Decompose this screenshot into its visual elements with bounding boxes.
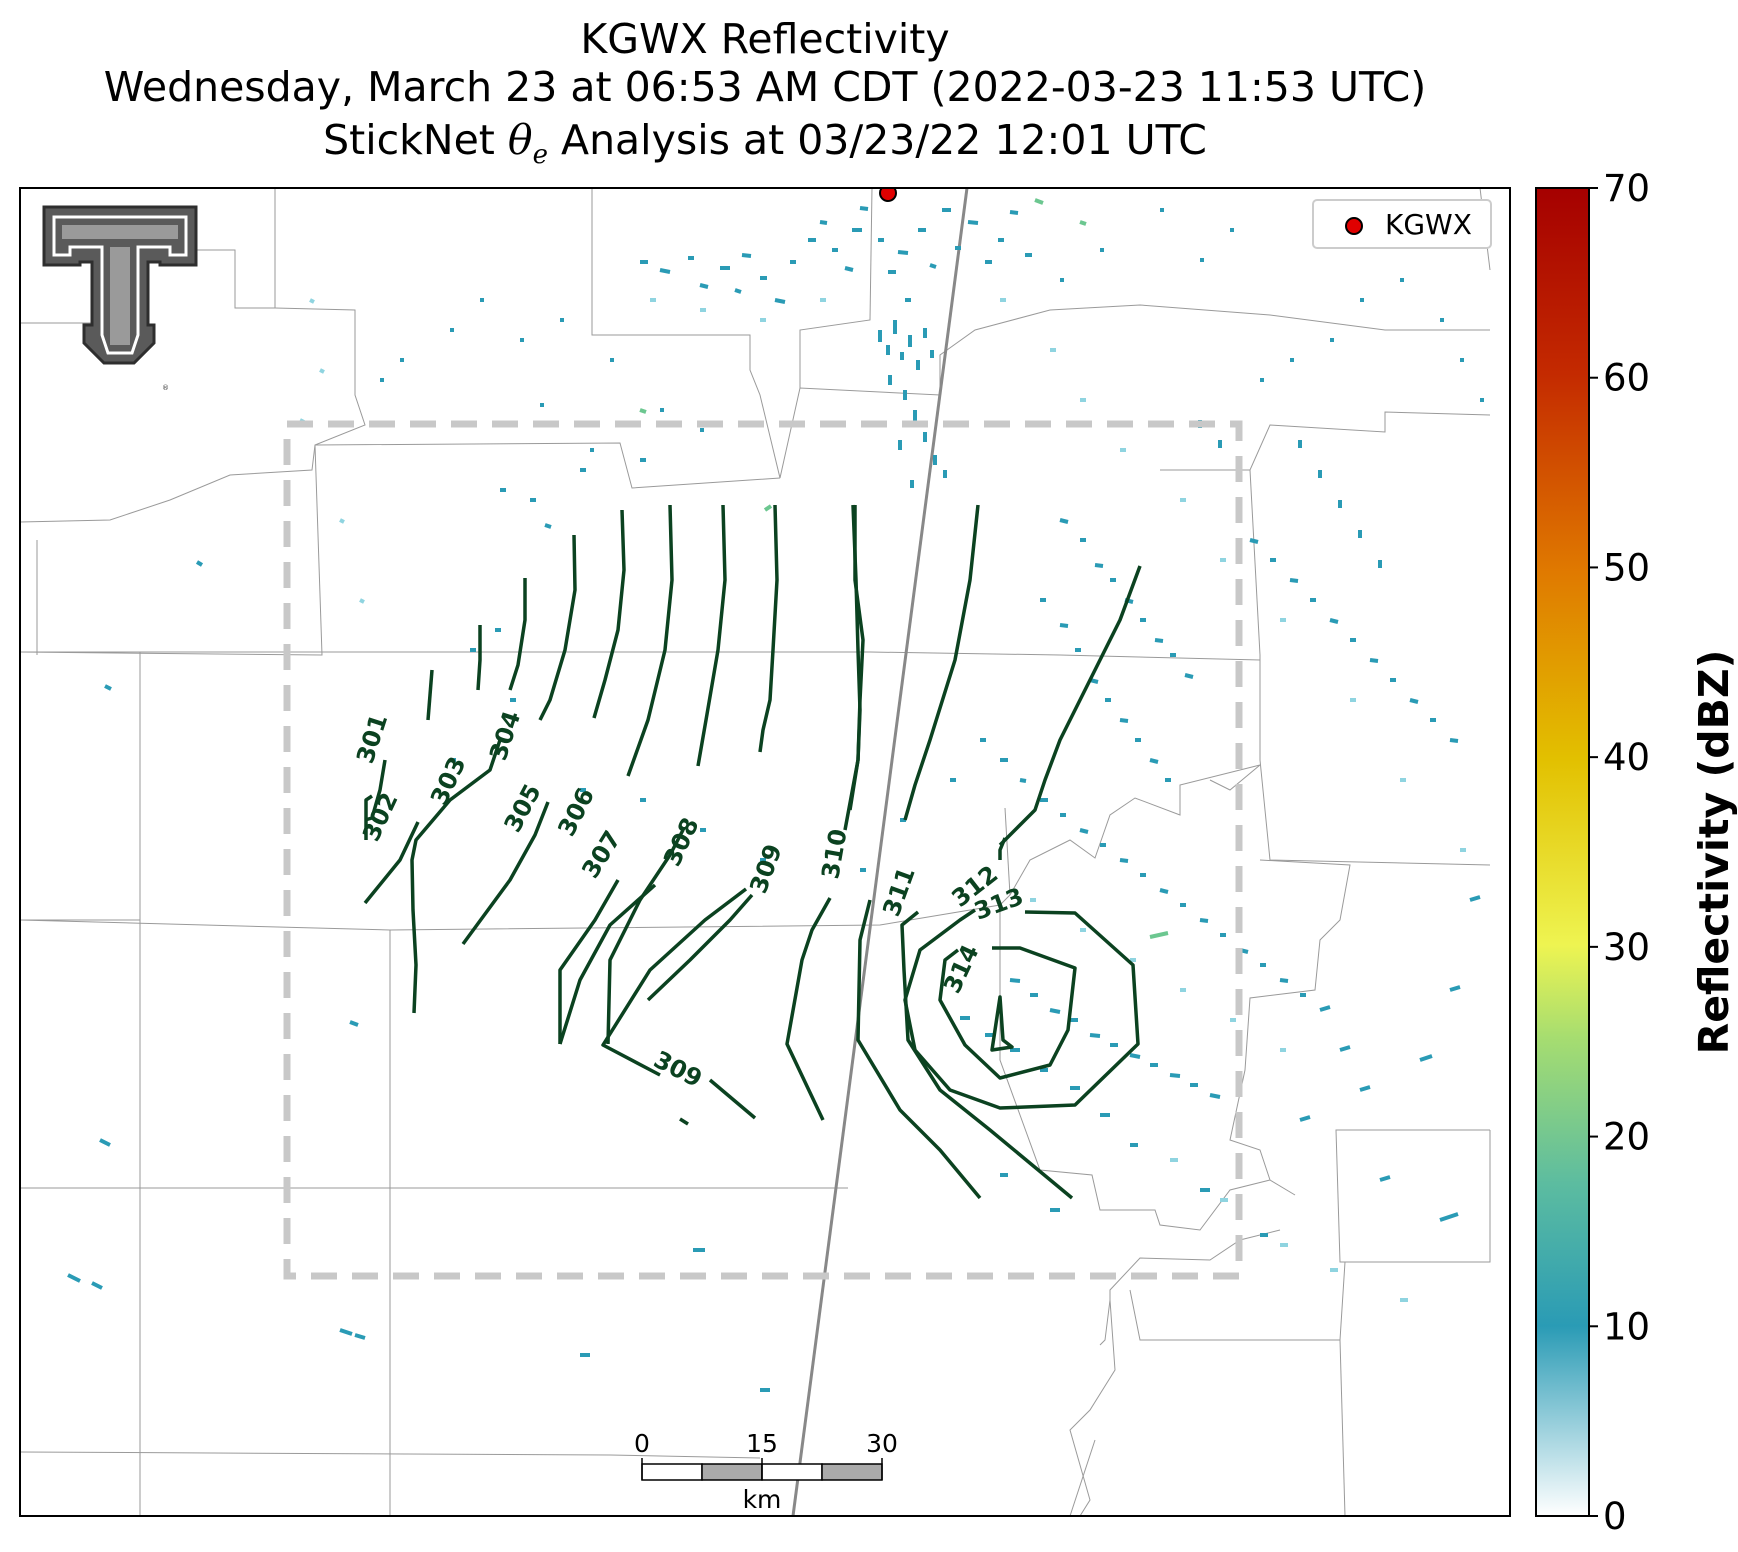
legend: KGWX [1312, 199, 1492, 249]
highway-line [791, 188, 969, 1516]
colorbar-label: Reflectivity (dBZ) [1690, 650, 1738, 1055]
county-boundaries [20, 188, 1491, 1516]
texas-tech-logo: ® [42, 205, 198, 392]
theta-e-contours [363, 504, 1142, 1200]
chart-title: KGWX Reflectivity [580, 15, 950, 63]
reflectivity-echoes [67, 198, 1484, 1392]
colorbar-tick-label: 60 [1603, 357, 1650, 400]
colorbar-tick-label: 50 [1603, 546, 1650, 589]
map-area: 301 302 303 304 305 306 307 308 309 309 … [20, 188, 1510, 1516]
chart-subtitle-analysis: StickNet θe Analysis at 03/23/22 12:01 U… [323, 116, 1207, 171]
svg-text:®: ® [162, 384, 169, 392]
legend-marker [1345, 217, 1363, 235]
map-frame [19, 187, 1511, 1517]
analysis-domain-box [283, 420, 1243, 1280]
scale-tick-30: 30 [866, 1429, 898, 1458]
scale-unit: km [743, 1485, 782, 1514]
colorbar-tick-label: 70 [1603, 167, 1650, 210]
colorbar: 0 10 20 30 40 50 60 70 Reflectivity (dBZ) [1535, 167, 1738, 1538]
scale-bar: 0 15 30 km [634, 1429, 898, 1514]
chart-subtitle-time: Wednesday, March 23 at 06:53 AM CDT (202… [103, 63, 1427, 111]
colorbar-ticks: 0 10 20 30 40 50 60 70 [1589, 167, 1650, 1538]
colorbar-tick-label: 30 [1603, 926, 1650, 969]
colorbar-tick-label: 40 [1603, 736, 1650, 779]
colorbar-tick-label: 10 [1603, 1305, 1650, 1348]
legend-label: KGWX [1385, 208, 1472, 241]
scale-tick-0: 0 [634, 1429, 650, 1458]
colorbar-tick-label: 20 [1603, 1116, 1650, 1159]
colorbar-tick-label: 0 [1603, 1495, 1627, 1538]
kgwx-radar-site-marker [879, 188, 897, 202]
scale-tick-15: 15 [746, 1429, 778, 1458]
colorbar-gradient [1535, 187, 1590, 1517]
